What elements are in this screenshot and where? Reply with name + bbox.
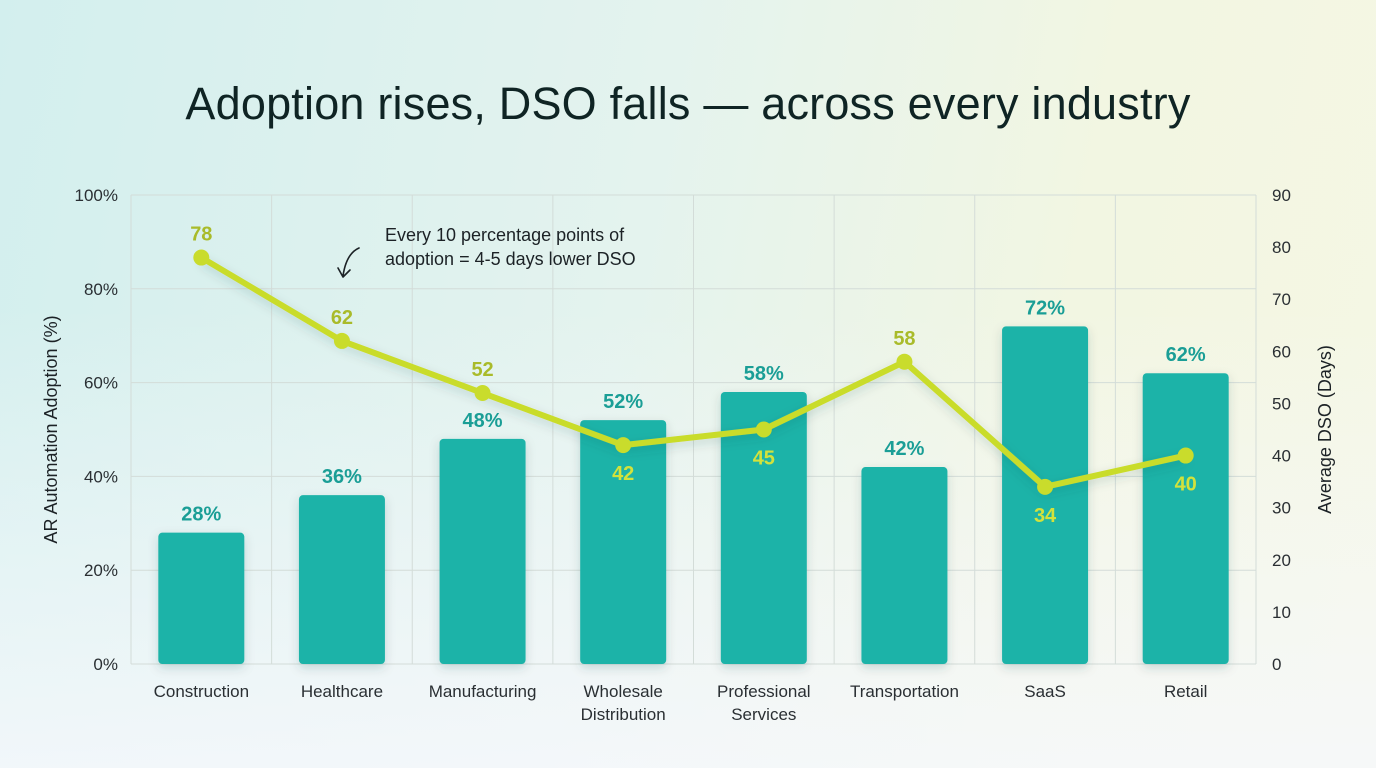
dso-point <box>1037 478 1054 495</box>
y-tick-right: 40 <box>1272 447 1291 466</box>
bar-value-label: 58% <box>744 363 784 385</box>
bar-saas <box>1002 326 1089 664</box>
dso-line <box>199 254 1187 490</box>
bar-retail <box>1142 373 1229 664</box>
y-tick-left: 60% <box>84 374 118 393</box>
y-tick-right: 50 <box>1272 394 1291 413</box>
dso-point <box>615 437 632 454</box>
bar-value-label: 62% <box>1166 344 1206 366</box>
dso-value-label: 78 <box>190 224 212 246</box>
annotation-arrow-icon <box>342 247 360 277</box>
x-tick-label: Transportation <box>850 682 959 701</box>
y-tick-right: 90 <box>1272 186 1291 205</box>
bar-value-label: 72% <box>1025 297 1065 319</box>
x-tick-label: Professional <box>717 682 811 701</box>
x-tick-label: Construction <box>154 682 249 701</box>
bar-value-label: 48% <box>463 410 503 432</box>
bar-wholesale-distribution <box>580 420 667 664</box>
x-tick-label: Manufacturing <box>429 682 537 701</box>
dso-point <box>896 353 913 370</box>
bar-healthcare <box>298 495 385 664</box>
bar-construction <box>158 532 245 664</box>
annotation-text: Every 10 percentage points of <box>385 225 625 245</box>
y-tick-right: 20 <box>1272 551 1291 570</box>
dso-value-label: 62 <box>331 307 353 329</box>
y-tick-left: 80% <box>84 280 118 299</box>
dso-value-label: 34 <box>1034 505 1057 527</box>
x-tick-label: Distribution <box>581 705 666 724</box>
dso-value-label: 58 <box>893 328 915 350</box>
dso-point <box>333 332 350 349</box>
y-tick-left: 20% <box>84 561 118 580</box>
dso-value-label: 40 <box>1175 474 1197 496</box>
x-tick-label: Services <box>731 705 796 724</box>
dso-point <box>193 249 210 266</box>
x-tick-label: SaaS <box>1024 682 1066 701</box>
y-tick-left: 100% <box>75 186 118 205</box>
y-axis-label-right: Average DSO (Days) <box>1315 345 1335 514</box>
bar-value-label: 52% <box>603 391 643 413</box>
y-tick-left: 40% <box>84 467 118 486</box>
bar-value-label: 42% <box>884 438 924 460</box>
bar-transportation <box>861 467 948 664</box>
dso-value-label: 45 <box>753 448 775 470</box>
y-axis-label-left: AR Automation Adoption (%) <box>41 315 61 543</box>
y-tick-right: 60 <box>1272 342 1291 361</box>
x-tick-label: Wholesale <box>584 682 663 701</box>
dso-point <box>474 385 491 402</box>
y-tick-right: 70 <box>1272 290 1291 309</box>
dso-value-label: 52 <box>471 359 493 381</box>
y-tick-right: 10 <box>1272 603 1291 622</box>
dso-value-label: 42 <box>612 463 634 485</box>
bar-value-label: 36% <box>322 466 362 488</box>
chart-title: Adoption rises, DSO falls — across every… <box>185 78 1191 129</box>
y-tick-left: 0% <box>93 655 118 674</box>
annotation-arrowhead-icon <box>337 267 351 278</box>
y-tick-right: 80 <box>1272 238 1291 257</box>
dso-point <box>1177 447 1194 464</box>
x-tick-label: Retail <box>1164 682 1207 701</box>
y-tick-right: 0 <box>1272 655 1281 674</box>
x-tick-label: Healthcare <box>301 682 383 701</box>
bar-professional-services <box>720 391 807 664</box>
bar-manufacturing <box>439 438 526 664</box>
annotation-text: adoption = 4-5 days lower DSO <box>385 249 636 269</box>
bar-value-label: 28% <box>181 504 221 526</box>
y-tick-right: 30 <box>1272 499 1291 518</box>
dso-point <box>755 421 772 438</box>
